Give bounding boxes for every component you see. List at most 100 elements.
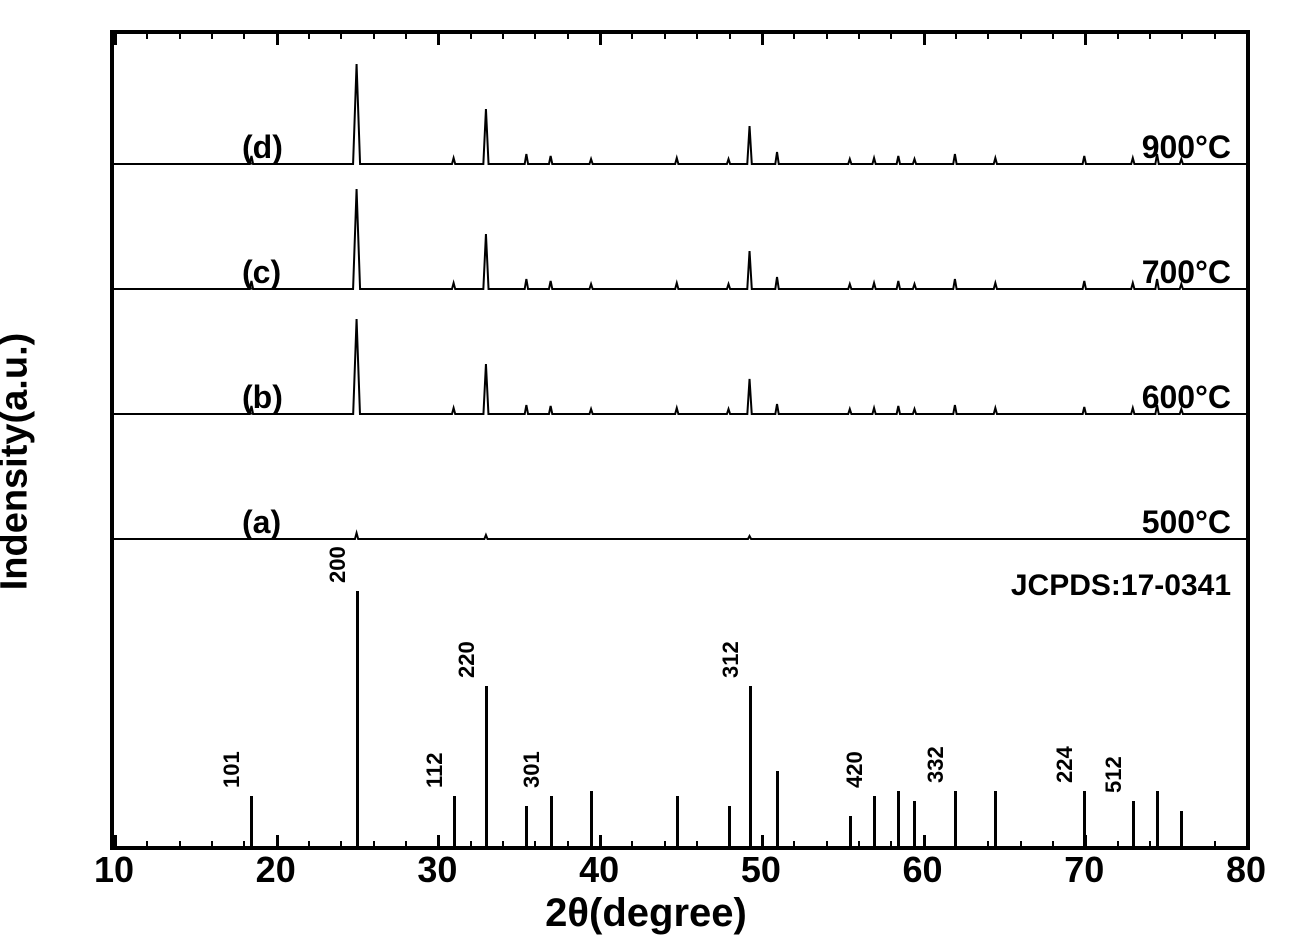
reference-peak (873, 796, 876, 846)
x-tick-top (276, 31, 279, 45)
x-tick (631, 841, 633, 849)
pattern-label-a: (a) (242, 504, 281, 541)
pattern-label-d: (d) (242, 129, 283, 166)
x-tick-top (1149, 31, 1151, 39)
xrd-pattern-c (114, 184, 1246, 294)
temperature-label-c: 700°C (1142, 254, 1231, 291)
x-tick (437, 835, 440, 849)
x-tick-top (987, 31, 989, 39)
x-tick-label: 70 (1064, 849, 1104, 891)
x-tick-top (437, 31, 440, 45)
reference-peak (1156, 791, 1159, 846)
x-tick-label: 60 (903, 849, 943, 891)
x-tick (243, 841, 245, 849)
reference-peak (250, 796, 253, 846)
x-tick (405, 841, 407, 849)
x-tick (114, 835, 117, 849)
reference-peak (1132, 801, 1135, 846)
x-tick-top (761, 31, 764, 45)
x-tick-top (340, 31, 342, 39)
x-tick-top (146, 31, 148, 39)
reference-peak (776, 771, 779, 846)
x-tick (696, 841, 698, 849)
x-tick-label: 30 (417, 849, 457, 891)
x-tick (146, 841, 148, 849)
x-tick-top (955, 31, 957, 39)
temperature-label-b: 600°C (1142, 379, 1231, 416)
x-tick-top (858, 31, 860, 39)
reference-peak (1180, 811, 1183, 846)
reference-peak (356, 591, 359, 846)
x-tick-top (1246, 31, 1249, 45)
x-tick-top (1214, 31, 1216, 39)
x-tick-top (470, 31, 472, 39)
x-tick-top (1052, 31, 1054, 39)
miller-index-label: 112 (422, 753, 448, 789)
x-tick (923, 835, 926, 849)
x-tick (1149, 841, 1151, 849)
x-tick (567, 841, 569, 849)
x-tick (373, 841, 375, 849)
reference-peak (849, 816, 852, 846)
x-tick-top (373, 31, 375, 39)
x-tick-top (1020, 31, 1022, 39)
x-tick (761, 835, 764, 849)
x-tick (1246, 835, 1249, 849)
x-tick (890, 841, 892, 849)
x-tick (340, 841, 342, 849)
x-tick (1020, 841, 1022, 849)
x-tick-top (923, 31, 926, 45)
miller-index-label: 301 (519, 751, 545, 788)
reference-peak (590, 791, 593, 846)
reference-peak (453, 796, 456, 846)
reference-peak (954, 791, 957, 846)
reference-peak (676, 796, 679, 846)
x-tick-top (179, 31, 181, 39)
reference-peak (994, 791, 997, 846)
x-tick (987, 841, 989, 849)
x-tick (470, 841, 472, 849)
miller-index-label: 312 (718, 641, 744, 678)
x-tick-top (405, 31, 407, 39)
miller-index-label: 224 (1052, 746, 1078, 783)
miller-index-label: 512 (1101, 756, 1127, 793)
x-tick-label: 40 (579, 849, 619, 891)
reference-peak (749, 686, 752, 846)
x-tick (211, 841, 213, 849)
x-tick (599, 835, 602, 849)
x-tick (826, 841, 828, 849)
x-tick-top (567, 31, 569, 39)
x-tick (502, 841, 504, 849)
temperature-label-d: 900°C (1142, 129, 1231, 166)
y-axis-label: Indensity(a.u.) (0, 333, 37, 591)
x-tick-top (793, 31, 795, 39)
x-tick (534, 841, 536, 849)
xrd-pattern-d (114, 59, 1246, 169)
reference-peak (525, 806, 528, 846)
miller-index-label: 200 (325, 546, 351, 583)
x-tick-top (211, 31, 213, 39)
x-tick (276, 835, 279, 849)
x-tick-top (631, 31, 633, 39)
reference-peak (897, 791, 900, 846)
x-tick-top (1084, 31, 1087, 45)
x-tick-label: 20 (256, 849, 296, 891)
x-tick (1052, 841, 1054, 849)
reference-peak (1083, 791, 1086, 846)
x-tick-top (826, 31, 828, 39)
x-axis-label: 2θ(degree) (545, 891, 747, 936)
jcpds-label: JCPDS:17-0341 (1011, 569, 1231, 603)
reference-peak (913, 801, 916, 846)
x-tick (858, 841, 860, 849)
x-tick-top (729, 31, 731, 39)
chart-plot-area: 1020304050607080(d)900°C(c)700°C(b)600°C… (110, 30, 1250, 850)
x-tick (664, 841, 666, 849)
xrd-pattern-b (114, 314, 1246, 419)
x-tick (1214, 841, 1216, 849)
x-tick (1117, 841, 1119, 849)
miller-index-label: 101 (219, 751, 245, 788)
x-tick-top (114, 31, 117, 45)
reference-peak (728, 806, 731, 846)
x-tick (793, 841, 795, 849)
x-tick-top (502, 31, 504, 39)
